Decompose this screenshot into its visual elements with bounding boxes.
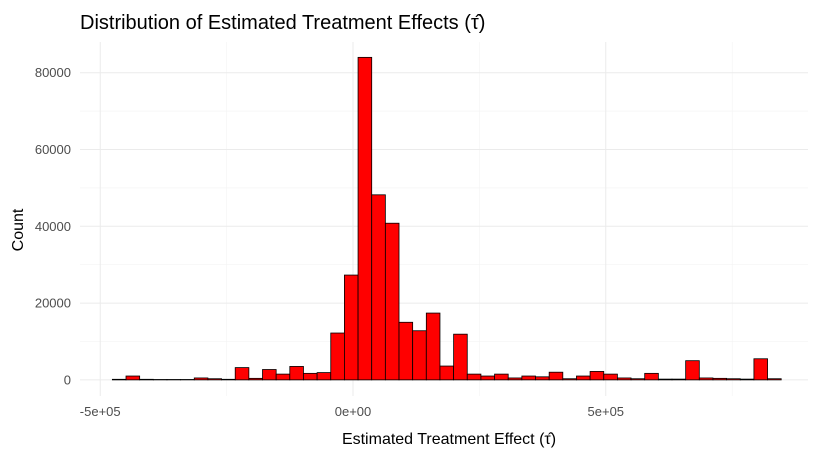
histogram-bar [480, 375, 495, 381]
histogram-bar [221, 378, 236, 381]
histogram-bar [303, 372, 318, 381]
histogram-bar [412, 330, 427, 381]
histogram-bar [398, 321, 414, 381]
histogram-bar [125, 375, 141, 381]
histogram-bars [111, 56, 782, 381]
histogram-bar [576, 375, 591, 381]
histogram-bar [234, 367, 250, 381]
histogram-bar [439, 365, 455, 381]
histogram-bar [262, 369, 277, 381]
histogram-bar [671, 378, 687, 381]
histogram-bar [712, 377, 728, 381]
histogram-bar [357, 56, 373, 381]
histogram-bar [548, 371, 564, 381]
y-axis-ticks: 0 20000 40000 60000 80000 [35, 65, 71, 387]
histogram-bar [207, 378, 222, 381]
histogram-bar [630, 378, 646, 381]
y-tick-label: 80000 [35, 65, 71, 80]
histogram-bar [603, 373, 618, 381]
histogram-bar [644, 372, 659, 381]
histogram-bar [726, 378, 741, 381]
chart-title: Distribution of Estimated Treatment Effe… [80, 12, 485, 34]
histogram-bar [289, 366, 304, 381]
histogram-bar [507, 377, 523, 381]
y-tick-label: 60000 [35, 142, 71, 157]
histogram-bar [248, 377, 263, 381]
x-tick-label: 0e+00 [335, 404, 372, 419]
histogram-bar [753, 358, 768, 381]
histogram-bar [425, 312, 441, 381]
gridlines [80, 42, 808, 396]
histogram-bar [521, 375, 536, 381]
x-axis-ticks: -5e+05 0e+00 5e+05 [80, 404, 624, 419]
histogram-bar [685, 360, 700, 381]
histogram-bar [767, 378, 782, 381]
histogram-bar [739, 378, 755, 381]
histogram-bar [193, 377, 209, 381]
y-tick-label: 40000 [35, 219, 71, 234]
y-tick-label: 20000 [35, 296, 71, 311]
histogram-bar [589, 371, 605, 381]
histogram-bar [494, 373, 509, 381]
y-axis-title: Count [10, 208, 27, 251]
histogram-bar [384, 222, 400, 381]
x-tick-label: -5e+05 [80, 404, 121, 419]
histogram-bar [275, 373, 291, 381]
x-axis-title: Estimated Treatment Effect (τ̂) [342, 431, 556, 448]
histogram-bar [330, 332, 345, 381]
histogram-bar [316, 372, 332, 381]
histogram-bar [111, 378, 127, 381]
y-tick-label: 0 [64, 372, 71, 387]
histogram-bar [139, 378, 154, 381]
histogram-bar [698, 377, 714, 381]
histogram-bar [617, 377, 632, 381]
histogram-bar [562, 378, 577, 381]
histogram-bar [371, 194, 386, 381]
histogram-bar [535, 376, 550, 381]
histogram-bar [453, 333, 468, 381]
x-tick-label: 5e+05 [588, 404, 625, 419]
histogram-bar [657, 378, 673, 381]
histogram-bar [344, 274, 359, 381]
histogram-bar [466, 373, 482, 381]
